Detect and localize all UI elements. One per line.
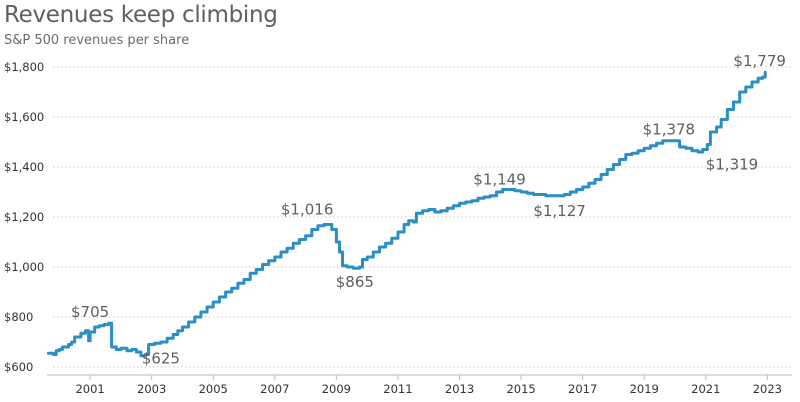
y-tick-label: $1,600 — [4, 110, 44, 124]
data-label: $1,319 — [706, 156, 759, 174]
x-tick-label: 2013 — [445, 382, 474, 396]
data-label: $1,149 — [473, 171, 526, 189]
data-label: $1,016 — [281, 201, 334, 219]
y-tick-label: $1,400 — [4, 160, 44, 174]
x-tick-label: 2019 — [630, 382, 659, 396]
chart-title: Revenues keep climbing — [4, 2, 278, 28]
y-tick-label: $1,200 — [4, 210, 44, 224]
x-tick-label: 2021 — [691, 382, 720, 396]
x-tick-label: 2005 — [199, 382, 228, 396]
x-tick-label: 2003 — [137, 382, 166, 396]
data-label: $705 — [71, 303, 109, 321]
y-axis-ticks: $600 $800 $1,000 $1,200 $1,400 $1,600 $1,800 — [4, 60, 44, 374]
x-tick-label: 2001 — [75, 382, 104, 396]
chart-subtitle: S&P 500 revenues per share — [4, 33, 190, 48]
x-tick-label: 2007 — [260, 382, 289, 396]
x-tick-label: 2023 — [753, 382, 782, 396]
y-tick-label: $600 — [4, 360, 33, 374]
data-label: $865 — [336, 273, 374, 291]
x-tick-label: 2011 — [383, 382, 412, 396]
y-tick-label: $1,000 — [4, 260, 44, 274]
data-label: $1,779 — [733, 52, 786, 70]
series-lines — [47, 70, 767, 358]
y-tick-label: $800 — [4, 310, 33, 324]
x-tick-label: 2017 — [568, 382, 597, 396]
gridlines — [53, 66, 792, 368]
x-tick-label: 2009 — [322, 382, 351, 396]
data-label: $625 — [142, 349, 180, 367]
value-annotations: $705 $625 $1,016 $865 $1,149 $1,127 $1,378 $1,3… — [71, 52, 786, 368]
data-label: $1,378 — [643, 121, 696, 139]
series-line — [47, 70, 767, 358]
y-tick-label: $1,800 — [4, 60, 44, 74]
x-axis-ticks: 2001 2003 2005 2007 2009 2011 2013 2015 2017 2019… — [47, 374, 792, 396]
x-tick-label: 2015 — [506, 382, 535, 396]
data-label: $1,127 — [533, 202, 586, 220]
